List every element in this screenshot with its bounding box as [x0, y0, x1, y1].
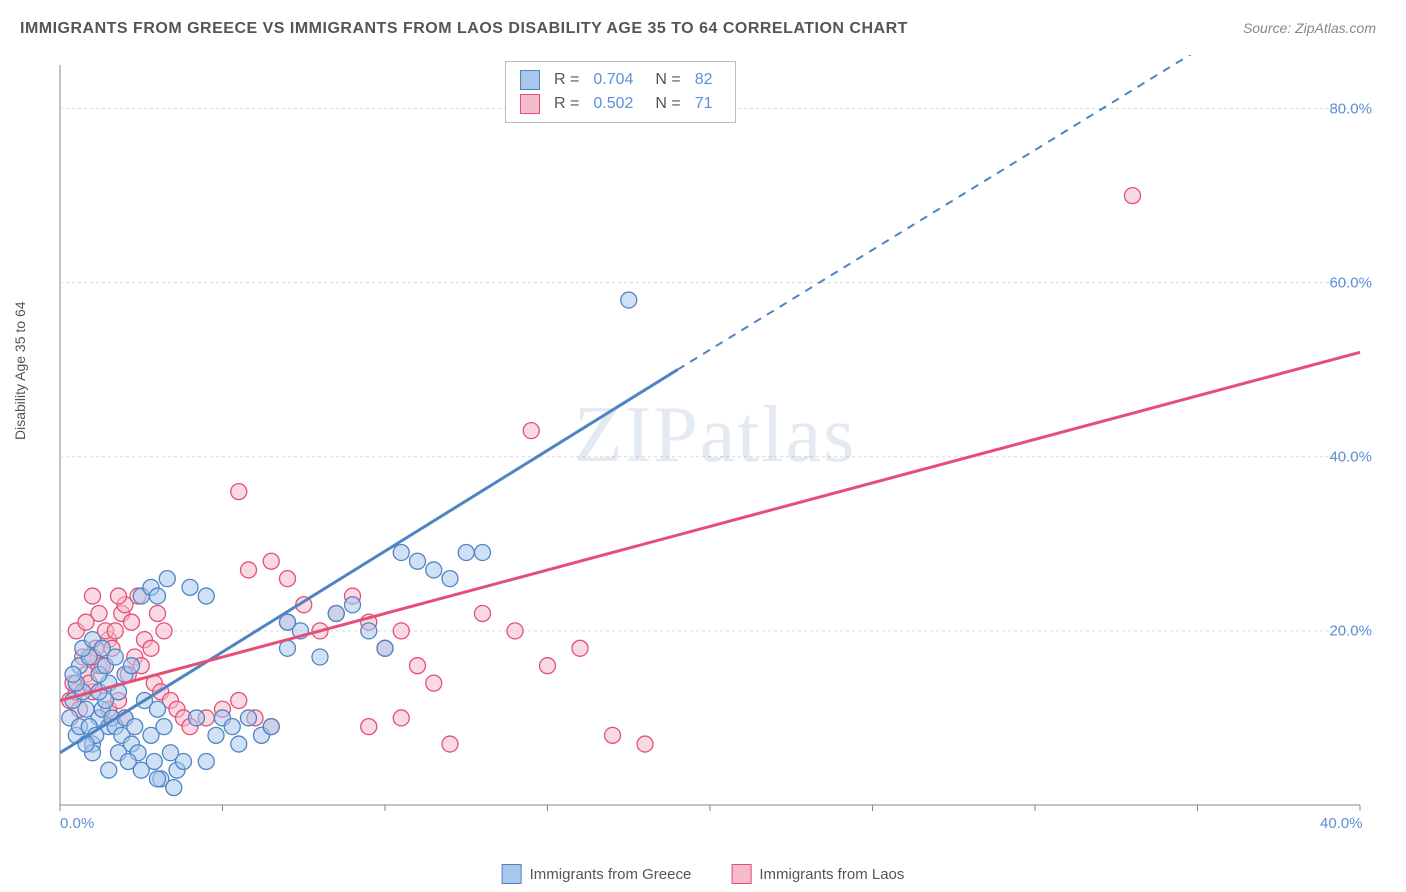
y-axis-label: Disability Age 35 to 64 [12, 301, 28, 440]
legend-swatch [502, 864, 522, 884]
x-tick-label: 0.0% [60, 815, 94, 832]
stat-n-value: 82 [695, 71, 713, 89]
stat-n-value: 71 [695, 95, 713, 113]
y-tick-label: 60.0% [1329, 274, 1372, 291]
legend-swatch [520, 70, 540, 90]
x-tick-label: 40.0% [1320, 815, 1363, 832]
legend-item: Immigrants from Laos [731, 864, 904, 884]
legend-label: Immigrants from Greece [530, 866, 692, 883]
chart-area: ZIPatlas R = 0.704N = 82R = 0.502N = 71 … [50, 55, 1380, 825]
stats-legend-box: R = 0.704 N = 82 R = 0.502 N = 71 [505, 61, 736, 123]
y-tick-label: 40.0% [1329, 448, 1372, 465]
chart-source: Source: ZipAtlas.com [1243, 20, 1376, 36]
stat-r-value: 0.704 [593, 71, 633, 89]
stat-r-value: 0.502 [593, 95, 633, 113]
stats-row: R = 0.704 N = 82 [520, 68, 721, 92]
stats-row: R = 0.502 N = 71 [520, 92, 721, 116]
stat-n-label: N = [655, 95, 680, 113]
legend-label: Immigrants from Laos [759, 866, 904, 883]
legend-swatch [520, 94, 540, 114]
chart-title: IMMIGRANTS FROM GREECE VS IMMIGRANTS FRO… [20, 20, 908, 38]
stat-r-label: R = [554, 95, 579, 113]
y-tick-label: 20.0% [1329, 622, 1372, 639]
series-legend: Immigrants from Greece Immigrants from La… [502, 864, 905, 884]
legend-item: Immigrants from Greece [502, 864, 692, 884]
stat-r-label: R = [554, 71, 579, 89]
y-tick-label: 80.0% [1329, 100, 1372, 117]
scatter-chart-svg [50, 55, 1380, 825]
legend-swatch [731, 864, 751, 884]
stat-n-label: N = [655, 71, 680, 89]
